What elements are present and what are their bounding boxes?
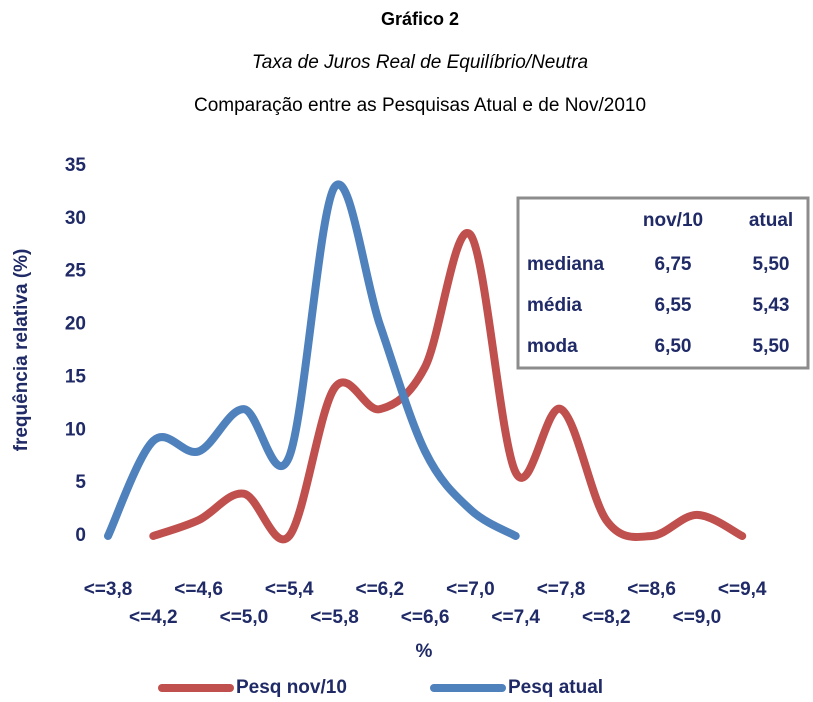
chart-subtitle: Comparação entre as Pesquisas Atual e de… (194, 95, 646, 116)
x-tick-label: <=7,4 (491, 607, 540, 628)
y-tick-label: 5 (75, 472, 86, 493)
stats-box (516, 196, 810, 370)
x-tick-label: <=5,4 (265, 579, 314, 600)
x-tick-label: <=5,8 (310, 607, 359, 628)
table-cell: média (527, 295, 582, 316)
series-line (104, 180, 520, 540)
chart-title: Gráfico 2 (381, 9, 459, 29)
table-cell: 6,75 (655, 254, 692, 275)
x-tick-label: <=6,2 (355, 579, 404, 600)
x-axis-label: % (416, 641, 433, 662)
y-tick-label: 15 (65, 366, 87, 387)
table-header: nov/10 (643, 210, 703, 231)
x-tick-label: <=9,0 (673, 607, 722, 628)
x-tick-label: <=7,0 (446, 579, 495, 600)
x-tick-label: <=9,4 (718, 579, 767, 600)
table-cell: moda (527, 336, 578, 357)
chart-subtitle: Taxa de Juros Real de Equilíbrio/Neutra (252, 52, 588, 73)
legend-label: Pesq nov/10 (236, 677, 347, 698)
y-axis-label: frequência relativa (%) (11, 249, 32, 452)
x-tick-label: <=8,2 (582, 607, 631, 628)
x-tick-label: <=3,8 (84, 579, 133, 600)
x-tick-label: <=4,6 (174, 579, 223, 600)
y-tick-label: 10 (65, 419, 86, 440)
x-tick-label: <=7,8 (537, 579, 586, 600)
x-tick-label: <=5,0 (220, 607, 269, 628)
table-cell: 5,50 (753, 254, 790, 275)
table-cell: 5,43 (753, 295, 790, 316)
y-tick-label: 0 (75, 525, 86, 546)
y-tick-label: 35 (65, 155, 87, 176)
table-cell: mediana (527, 254, 605, 275)
y-tick-label: 20 (65, 314, 86, 335)
table-header: atual (749, 210, 793, 231)
x-tick-label: <=8,6 (627, 579, 676, 600)
legend-label: Pesq atual (508, 677, 603, 698)
series-line (149, 228, 747, 544)
y-tick-label: 30 (65, 208, 86, 229)
table-cell: 6,55 (655, 295, 692, 316)
x-tick-label: <=6,6 (401, 607, 450, 628)
x-tick-label: <=4,2 (129, 607, 178, 628)
y-tick-label: 25 (65, 261, 87, 282)
table-cell: 6,50 (655, 336, 692, 357)
table-cell: 5,50 (753, 336, 790, 357)
